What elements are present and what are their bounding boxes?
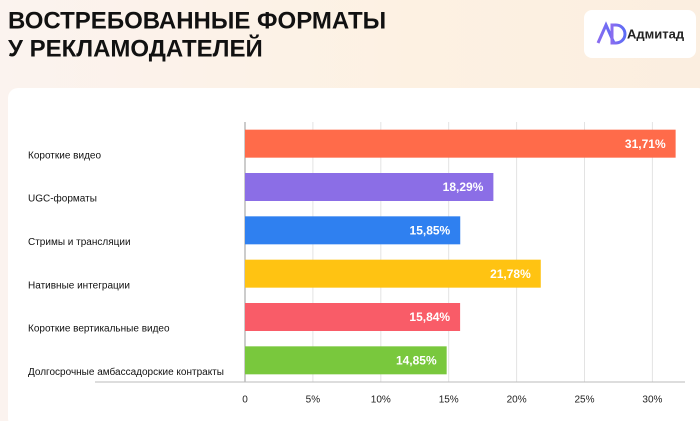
y-tick-label: Нативные интеграции (28, 280, 130, 291)
bar (245, 303, 461, 331)
value-label: 18,29% (443, 180, 484, 194)
brand-name: Адмитад (627, 26, 685, 41)
y-tick-label: Короткие вертикальные видео (28, 324, 170, 335)
y-tick-label: Стримы и трансляции (28, 237, 131, 248)
bar (245, 259, 541, 288)
card (8, 88, 700, 426)
value-label: 14,85% (396, 354, 437, 368)
x-tick-label: 5% (306, 395, 321, 406)
value-label: 15,84% (409, 310, 450, 324)
y-tick-label: UGC-форматы (28, 193, 97, 205)
value-label: 15,85% (410, 224, 451, 238)
x-tick-label: 15% (439, 395, 459, 406)
brand-box (584, 10, 696, 58)
value-label: 31,71% (625, 137, 666, 151)
bar (245, 129, 676, 158)
brand-logo (596, 21, 627, 45)
bar (245, 346, 447, 375)
bar (245, 216, 461, 245)
x-tick-label: 10% (371, 395, 391, 406)
bar (245, 173, 494, 201)
x-tick-label: 30% (642, 395, 662, 406)
x-tick-label: 25% (574, 395, 594, 406)
y-tick-label: Короткие видео (28, 150, 101, 161)
y-tick-label: Долгосрочные амбассадорские контракты (28, 366, 224, 378)
value-label: 21,78% (490, 267, 531, 281)
title-line: ВОСТРЕБОВАННЫЕ ФОРМАТЫ (8, 7, 386, 34)
title-line: У РЕКЛАМОДАТЕЛЕЙ (8, 34, 263, 62)
x-tick-label: 0 (242, 395, 248, 406)
x-tick-label: 20% (507, 395, 527, 406)
